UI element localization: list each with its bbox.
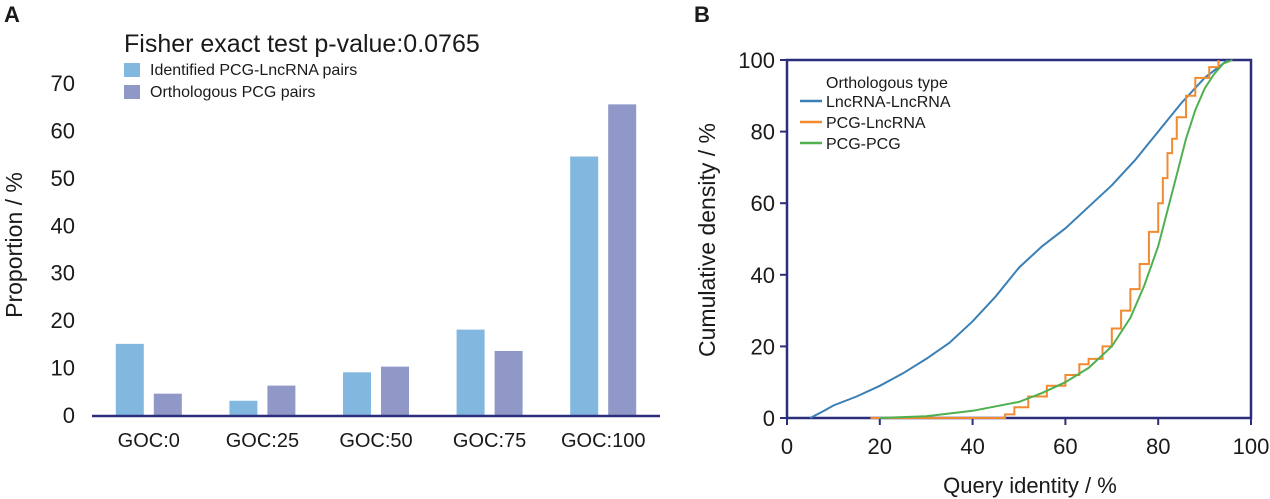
panel-a-x-tick-label: GOC:25 bbox=[226, 430, 299, 452]
legend-label-2: Orthologous PCG pairs bbox=[150, 84, 315, 101]
panel-b-x-tick-label: 20 bbox=[868, 434, 892, 459]
panel-b-x-tick-label: 40 bbox=[960, 434, 984, 459]
legend-label-1: Identified PCG-LncRNA pairs bbox=[150, 62, 357, 79]
panel-b-x-tick-label: 60 bbox=[1053, 434, 1077, 459]
bar-orthologous-goc-50 bbox=[381, 366, 409, 415]
series-line-pcg-lncrna bbox=[870, 60, 1220, 419]
panel-b-y-axis-label: Cumulative density / % bbox=[694, 123, 720, 357]
panel-a-y-axis-label: Proportion / % bbox=[1, 172, 27, 318]
panel-a-y-tick-label: 0 bbox=[63, 403, 75, 428]
panel-a-label: A bbox=[4, 2, 20, 27]
bar-orthologous-goc-75 bbox=[494, 350, 523, 415]
legend-label-pcg-lncrna: PCG-LncRNA bbox=[826, 115, 926, 132]
legend-label-lncrna-lncrna: LncRNA-LncRNA bbox=[826, 94, 951, 111]
legend-label-pcg-pcg: PCG-PCG bbox=[826, 136, 901, 153]
panel-b-label: B bbox=[694, 2, 710, 27]
series-line-lncrna-lncrna bbox=[809, 59, 1229, 419]
panel-a-legend: Identified PCG-LncRNA pairs Orthologous P… bbox=[124, 62, 357, 101]
panel-b-x-tick-label: 80 bbox=[1146, 434, 1170, 459]
panel-b-y-tick-label: 0 bbox=[763, 406, 775, 431]
bar-identified-goc-0 bbox=[115, 343, 144, 415]
bar-orthologous-goc-25 bbox=[267, 385, 296, 415]
panel-a: A Fisher exact test p-value:0.0765 Propo… bbox=[1, 2, 660, 452]
legend-swatch-1 bbox=[124, 63, 140, 77]
panel-b-x-axis-label: Query identity / % bbox=[943, 473, 1117, 498]
bar-identified-goc-75 bbox=[456, 329, 485, 415]
panel-a-y-ticks: 0 10 20 30 40 50 60 70 bbox=[51, 71, 75, 428]
panel-b-plot-frame bbox=[785, 58, 1253, 420]
bar-identified-goc-50 bbox=[343, 372, 371, 415]
panel-a-x-tick-label: GOC:50 bbox=[339, 430, 412, 452]
bar-identified-goc-25 bbox=[229, 400, 258, 415]
panel-b-legend: Orthologous type LncRNA-LncRNA PCG-LncRNA P… bbox=[800, 75, 951, 153]
legend-swatch-2 bbox=[124, 85, 140, 99]
panel-a-x-tick-label: GOC:100 bbox=[561, 430, 645, 452]
panel-a-x-ticks: GOC:0 GOC:25 GOC:50 GOC:75 GOC:100 bbox=[118, 430, 646, 452]
bar-orthologous-goc-0 bbox=[153, 393, 182, 415]
panel-b-y-tick-label: 100 bbox=[738, 48, 775, 73]
panel-a-y-tick-label: 70 bbox=[51, 71, 75, 96]
panel-a-y-tick-label: 10 bbox=[51, 356, 75, 381]
panel-a-y-tick-label: 20 bbox=[51, 308, 75, 333]
panel-a-y-tick-label: 30 bbox=[51, 261, 75, 286]
panel-b-y-tick-label: 20 bbox=[751, 334, 775, 359]
panel-b-x-tick-label: 0 bbox=[781, 434, 793, 459]
panel-a-y-tick-label: 60 bbox=[51, 118, 75, 143]
panel-b-y-ticks: 0 20 40 60 80 100 bbox=[738, 48, 787, 431]
panel-b-y-tick-label: 60 bbox=[751, 191, 775, 216]
panel-a-x-tick-label: GOC:75 bbox=[453, 430, 526, 452]
series-line-pcg-pcg bbox=[879, 59, 1233, 419]
panel-b-x-ticks: 0 20 40 60 80 100 bbox=[781, 418, 1269, 459]
bar-identified-goc-100 bbox=[570, 156, 599, 415]
panel-a-y-tick-label: 50 bbox=[51, 166, 75, 191]
legend-title: Orthologous type bbox=[826, 75, 948, 92]
panel-a-title: Fisher exact test p-value:0.0765 bbox=[124, 30, 480, 58]
panel-a-x-tick-label: GOC:0 bbox=[118, 430, 180, 452]
panel-a-y-tick-label: 40 bbox=[51, 213, 75, 238]
panel-b-y-tick-label: 40 bbox=[751, 263, 775, 288]
bar-orthologous-goc-100 bbox=[608, 104, 637, 415]
panel-b: B Cumulative density / % Query identity … bbox=[694, 2, 1269, 498]
panel-a-bars bbox=[115, 104, 637, 415]
panel-b-y-tick-label: 80 bbox=[751, 120, 775, 145]
panel-b-x-tick-label: 100 bbox=[1233, 434, 1270, 459]
panel-b-lines bbox=[809, 59, 1233, 419]
